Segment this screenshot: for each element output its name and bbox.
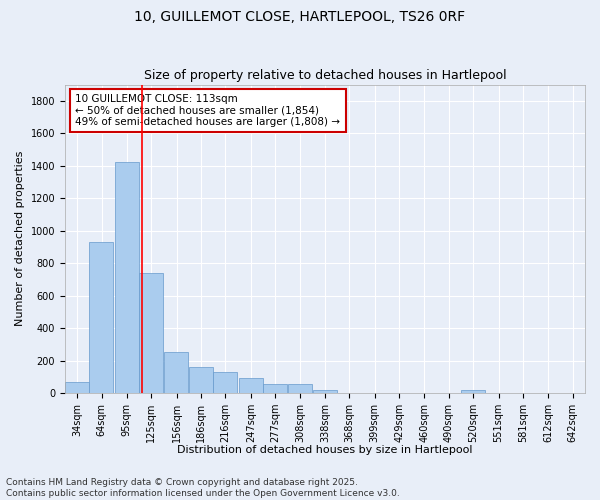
Bar	[213, 372, 238, 393]
Bar	[461, 390, 485, 393]
Bar	[239, 378, 263, 393]
Bar	[313, 390, 337, 393]
Bar	[189, 367, 213, 393]
Bar	[263, 384, 287, 393]
Title: Size of property relative to detached houses in Hartlepool: Size of property relative to detached ho…	[143, 69, 506, 82]
Bar	[288, 384, 313, 393]
Bar	[65, 382, 89, 393]
Bar	[164, 352, 188, 393]
Bar	[115, 162, 139, 393]
Y-axis label: Number of detached properties: Number of detached properties	[15, 151, 25, 326]
Bar	[139, 273, 163, 393]
Text: Contains HM Land Registry data © Crown copyright and database right 2025.
Contai: Contains HM Land Registry data © Crown c…	[6, 478, 400, 498]
X-axis label: Distribution of detached houses by size in Hartlepool: Distribution of detached houses by size …	[177, 445, 473, 455]
Bar	[89, 242, 113, 393]
Text: 10, GUILLEMOT CLOSE, HARTLEPOOL, TS26 0RF: 10, GUILLEMOT CLOSE, HARTLEPOOL, TS26 0R…	[134, 10, 466, 24]
Text: 10 GUILLEMOT CLOSE: 113sqm
← 50% of detached houses are smaller (1,854)
49% of s: 10 GUILLEMOT CLOSE: 113sqm ← 50% of deta…	[76, 94, 340, 127]
